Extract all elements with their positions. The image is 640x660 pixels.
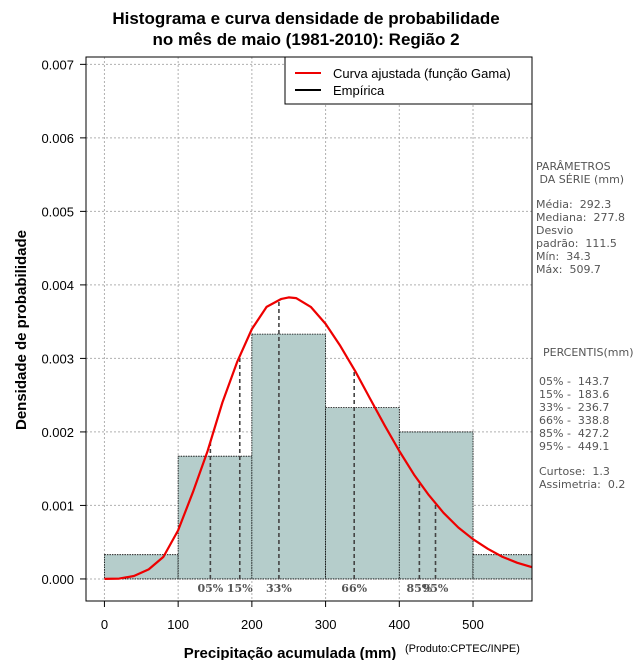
- legend: Curva ajustada (função Gama) Empírica: [284, 56, 533, 105]
- x-tick-label: 400: [388, 617, 410, 632]
- percentiles-values: 05% - 143.7 15% - 183.6 33% - 236.7 66% …: [539, 375, 640, 491]
- x-axis-label: Precipitação acumulada (mm): [184, 645, 397, 660]
- percentile-85: 85% - 427.2: [539, 427, 610, 440]
- stat-min: Mín: 34.3: [536, 250, 591, 263]
- x-tick-label: 0: [101, 617, 108, 632]
- series-parameters-panel: PARÂMETROS DA SÉRIE (mm) Média: 292.3 Me…: [536, 160, 640, 276]
- stat-desvio-label: Desvio: [536, 224, 574, 237]
- percentile-label: 95%: [423, 582, 449, 595]
- percentiles-panel: PERCENTIS(mm): [543, 346, 640, 359]
- x-tick-label: 100: [167, 617, 189, 632]
- y-tick-label: 0.001: [41, 498, 74, 513]
- x-tick-label: 200: [241, 617, 263, 632]
- x-tick-label: 300: [315, 617, 337, 632]
- percentile-label: 15%: [227, 582, 253, 595]
- y-tick-label: 0.004: [41, 278, 74, 293]
- chart-title-line1: Histograma e curva densidade de probabil…: [112, 9, 499, 28]
- histogram-bar: [177, 455, 253, 580]
- histogram-bar: [251, 333, 326, 580]
- histogram-bar: [325, 407, 400, 580]
- legend-empirical-label: Empírica: [333, 83, 385, 98]
- y-axis-label: Densidade de probabilidade: [13, 230, 30, 430]
- percentile-95: 95% - 449.1: [539, 440, 610, 453]
- legend-box: [284, 56, 533, 105]
- x-axis: 0 100 200 300 400 500: [101, 601, 484, 632]
- chart-title-line2: no mês de maio (1981-2010): Região 2: [152, 30, 459, 49]
- stat-desvio-value: padrão: 111.5: [536, 237, 617, 250]
- stat-max: Máx: 509.7: [536, 263, 601, 276]
- percentile-15: 15% - 183.6: [539, 388, 610, 401]
- percentile-label: 05%: [197, 582, 223, 595]
- histogram-bar: [104, 554, 179, 580]
- percentile-lines: 05% 15% 33% 66% 85%95%: [197, 300, 449, 595]
- params-subtitle: DA SÉRIE (mm): [536, 173, 625, 186]
- legend-curve-label: Curva ajustada (função Gama): [333, 66, 511, 81]
- x-tick-label: 500: [462, 617, 484, 632]
- percentiles-title: PERCENTIS(mm): [543, 346, 634, 359]
- y-tick-label: 0.002: [41, 425, 74, 440]
- y-tick-label: 0.003: [41, 351, 74, 366]
- y-tick-label: 0.005: [41, 204, 74, 219]
- percentile-label: 85%: [406, 582, 432, 595]
- stat-media: Média: 292.3: [536, 198, 612, 211]
- percentile-66: 66% - 338.8: [539, 414, 610, 427]
- percentile-label: 33%: [266, 582, 292, 595]
- stat-curtose: Curtose: 1.3: [539, 465, 610, 478]
- gamma-curve-line: [104, 296, 532, 580]
- gamma-curve: [104, 296, 532, 580]
- params-title: PARÂMETROS: [536, 160, 611, 173]
- y-tick-label: 0.000: [41, 572, 74, 587]
- product-credit: (Produto:CPTEC/INPE): [405, 643, 520, 655]
- stat-assimetria: Assimetria: 0.2: [539, 478, 626, 491]
- histogram-bar: [472, 554, 532, 580]
- percentile-33: 33% - 236.7: [539, 401, 610, 414]
- stat-mediana: Mediana: 277.8: [536, 211, 625, 224]
- percentile-05: 05% - 143.7: [539, 375, 610, 388]
- y-axis: 0.000 0.001 0.002 0.003 0.004 0.005 0.006 0.007: [41, 57, 86, 587]
- histogram-bars: [104, 333, 532, 580]
- percentile-label: 66%: [341, 582, 367, 595]
- y-tick-label: 0.006: [41, 131, 74, 146]
- y-tick-label: 0.007: [41, 57, 74, 72]
